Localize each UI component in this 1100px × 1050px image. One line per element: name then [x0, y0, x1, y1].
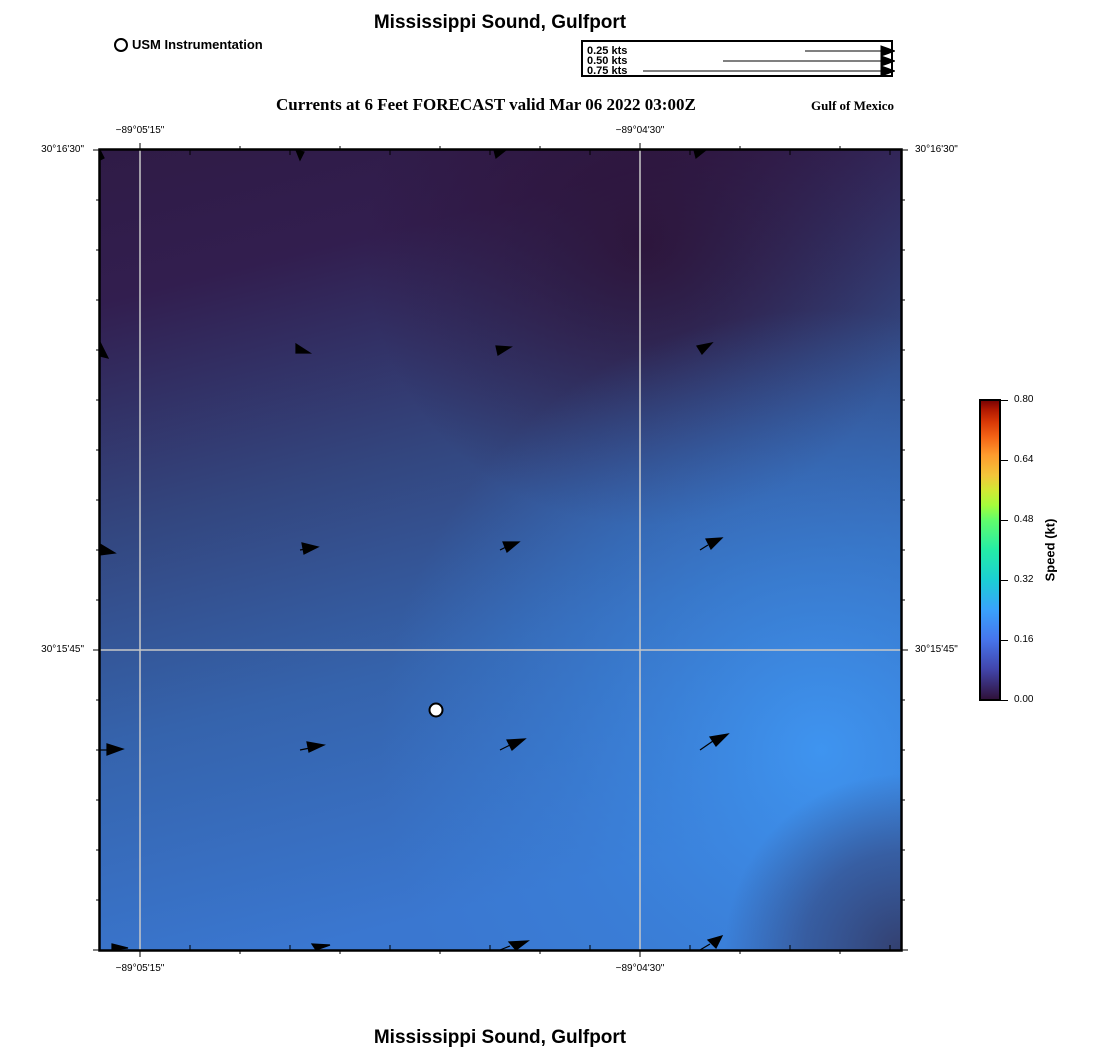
colorbar-tickmark [1001, 460, 1008, 461]
lon-tick-top-1: −89°05'15" [115, 125, 165, 136]
colorbar-tickmark [1001, 520, 1008, 521]
colorbar-tick-label: 0.16 [1014, 634, 1034, 645]
vector-arrow [495, 345, 513, 356]
colorbar-label: Speed (kt) [1042, 518, 1058, 582]
graticule [100, 150, 901, 950]
vector-shaft [699, 943, 711, 951]
region-label: Gulf of Mexico [811, 98, 895, 113]
vector-shaft [699, 740, 714, 751]
station-legend: USM Instrumentation [114, 37, 263, 52]
vector-arrow [696, 342, 714, 355]
vector-arrow [295, 342, 313, 354]
scale-arrowhead-075 [880, 65, 895, 77]
colorbar-tick-label: 0.80 [1014, 394, 1034, 405]
colorbar-tickmark [1001, 640, 1008, 641]
scale-label-050: 0.50 kts [587, 55, 628, 67]
forecast-subtitle: Currents at 6 Feet FORECAST valid Mar 06… [276, 95, 696, 114]
vector-arrow [106, 743, 125, 756]
vector-shaft [699, 544, 709, 551]
colorbar-tick-label: 0.48 [1014, 514, 1034, 525]
vector-arrow [507, 940, 530, 951]
current-vectors [99, 149, 730, 951]
vector-arrow [506, 738, 527, 751]
vector-arrow [310, 943, 331, 951]
frame-ticks [93, 143, 908, 957]
lat-tick-right-2: 30°15'45" [915, 644, 958, 655]
colorbar-tick-label: 0.32 [1014, 574, 1034, 585]
lat-tick-right-1: 30°16'30" [915, 144, 958, 155]
scale-arrows [643, 45, 895, 77]
vector-scale-legend: 0.25 kts 0.50 kts 0.75 kts [581, 40, 895, 77]
scale-label-025: 0.25 kts [587, 45, 628, 57]
scale-arrowhead-050 [880, 55, 895, 67]
colorbar-tickmark [1001, 700, 1008, 701]
vector-arrow [301, 542, 320, 555]
vector-arrow [706, 935, 724, 950]
lat-tick-left-1: 30°16'30" [41, 144, 84, 155]
colorbar-tickmark [1001, 400, 1008, 401]
lon-tick-bottom-2: −89°04'30" [615, 963, 665, 974]
station-marker-icon [114, 37, 128, 52]
lon-tick-top-2: −89°04'30" [615, 125, 665, 136]
usm-station-marker [428, 702, 444, 718]
lon-tick-bottom-1: −89°05'15" [115, 963, 165, 974]
colorbar-tick-label: 0.00 [1014, 694, 1034, 705]
vector-arrow [705, 537, 724, 551]
speed-field [100, 150, 901, 950]
footer-title: Mississippi Sound, Gulfport [373, 1027, 627, 1048]
vector-arrow [708, 733, 730, 747]
station-legend-label: USM Instrumentation [132, 37, 263, 52]
vector-arrow [306, 741, 326, 753]
vector-shaft [499, 744, 511, 751]
vector-arrow [502, 541, 521, 553]
colorbar-tickmark [1001, 580, 1008, 581]
scale-label-075: 0.75 kts [587, 65, 628, 77]
speed-colorbar [979, 399, 1001, 701]
lat-tick-left-2: 30°15'45" [41, 644, 84, 655]
vector-arrow [295, 149, 305, 162]
map-title: Mississippi Sound, Gulfport [373, 12, 627, 33]
scale-arrowhead-025 [880, 45, 895, 57]
colorbar-tick-label: 0.64 [1014, 454, 1034, 465]
vector-arrow [111, 943, 129, 951]
